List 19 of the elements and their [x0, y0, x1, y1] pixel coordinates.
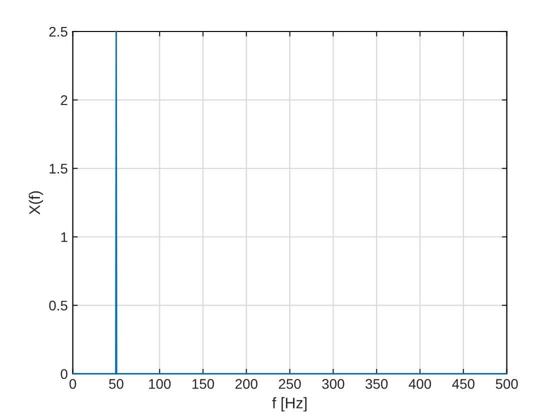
y-tick-label: 0.5	[49, 300, 68, 311]
x-tick-label: 50	[109, 379, 124, 389]
y-tick-label: 2	[60, 95, 68, 105]
x-tick-label: 400	[408, 379, 432, 389]
x-tick-label: 300	[322, 379, 344, 389]
y-tick-label: 0	[60, 369, 68, 379]
x-tick-label: 500	[496, 379, 518, 389]
x-tick-label: 150	[192, 379, 214, 389]
x-tick-label: 450	[452, 379, 474, 389]
y-tick-label: 1.5	[50, 164, 68, 174]
y-tick-label: 2.5	[49, 26, 68, 37]
x-axis-title: f [Hz]	[272, 397, 307, 412]
x-tick-label: 0	[69, 379, 76, 389]
x-tick-label: 100	[149, 379, 171, 389]
x-tick-label: 250	[278, 379, 301, 389]
y-axis-title: X(f)	[28, 191, 44, 215]
x-tick-label: 200	[236, 379, 258, 389]
x-tick-label: 350	[366, 379, 388, 389]
y-tick-label: 1	[61, 232, 68, 242]
